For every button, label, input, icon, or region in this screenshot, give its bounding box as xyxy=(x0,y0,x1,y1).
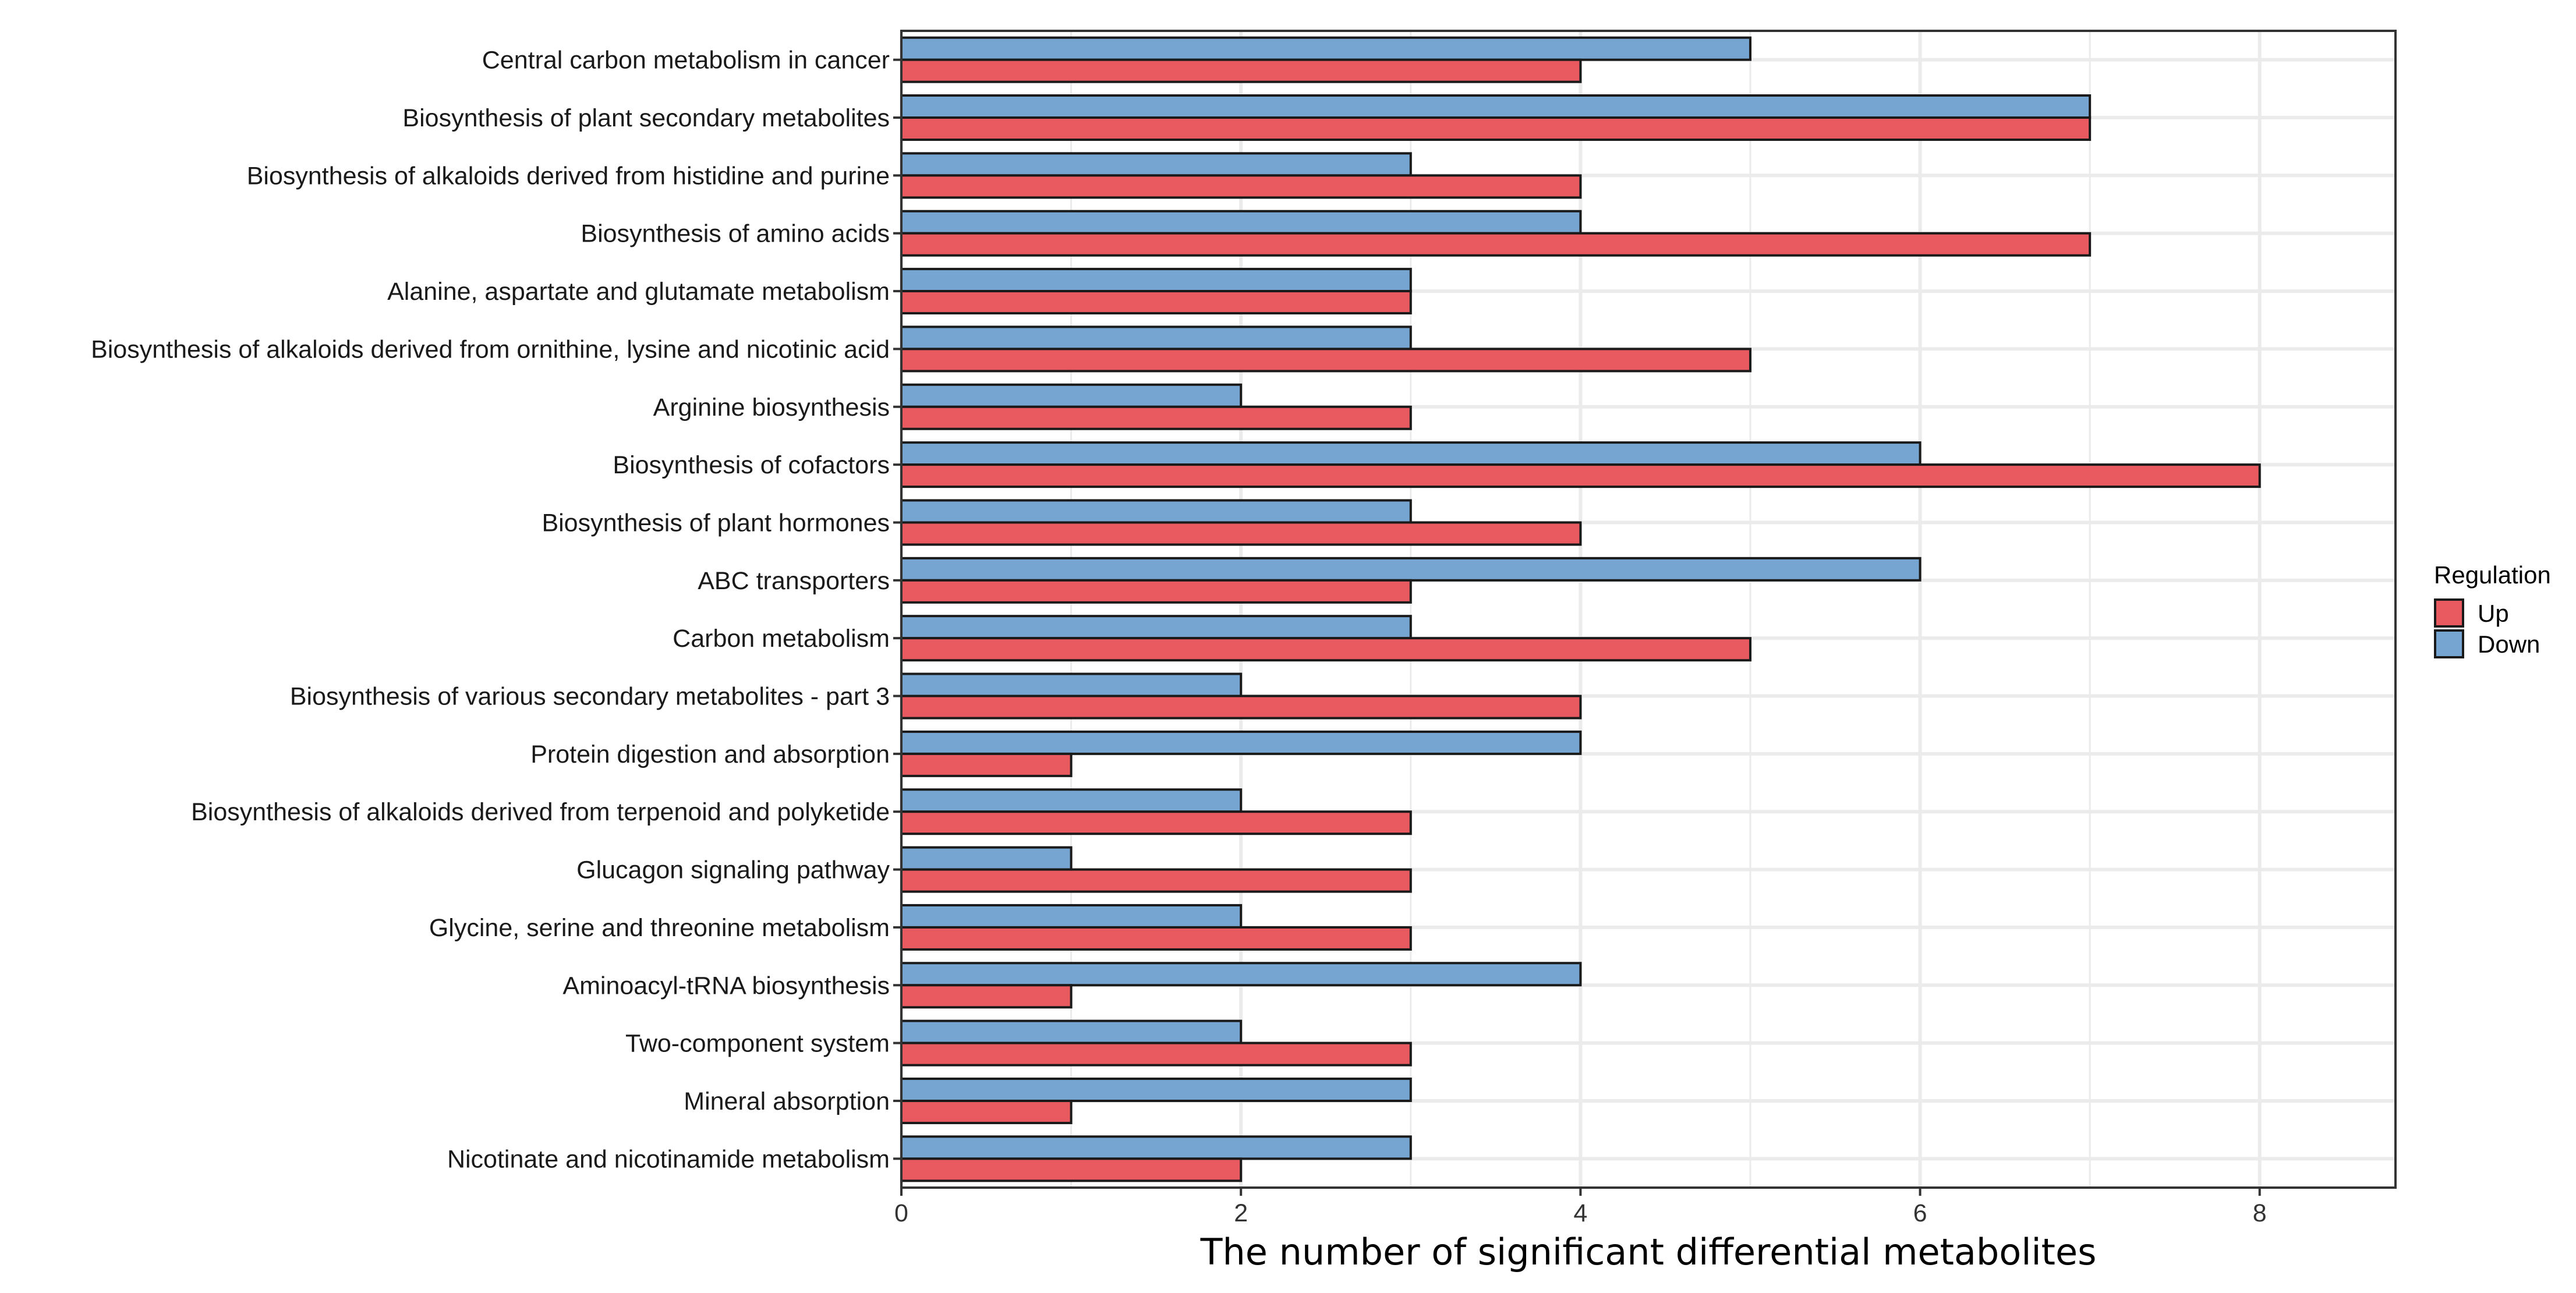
bar-down xyxy=(900,962,1582,987)
bar-up xyxy=(900,521,1582,546)
x-tick-label: 2 xyxy=(1234,1199,1248,1227)
bar-up xyxy=(900,984,1073,1009)
category-label: Biosynthesis of cofactors xyxy=(613,451,890,479)
bar-down xyxy=(900,325,1412,350)
legend-label-up: Up xyxy=(2478,600,2509,627)
bar-down xyxy=(900,557,1922,582)
bar-down xyxy=(900,1077,1412,1102)
bar-down xyxy=(900,730,1582,755)
x-tick-label: 6 xyxy=(1913,1199,1927,1227)
legend-key-up xyxy=(2434,598,2464,628)
bar-down xyxy=(900,1019,1243,1044)
grid xyxy=(900,31,2395,1188)
legend: Regulation Up Down xyxy=(2434,561,2551,658)
category-label: Biosynthesis of alkaloids derived from o… xyxy=(91,335,890,363)
category-label: Mineral absorption xyxy=(684,1087,890,1115)
category-label: Protein digestion and absorption xyxy=(530,741,890,768)
legend-key-down xyxy=(2434,629,2464,658)
bar-down xyxy=(900,210,1582,235)
y-axis: Central carbon metabolism in cancer Biosy… xyxy=(91,47,901,1173)
category-label: Glucagon signaling pathway xyxy=(576,856,890,884)
bar-down xyxy=(900,94,2092,119)
category-label: Alanine, aspartate and glutamate metabol… xyxy=(387,278,890,306)
category-label: Biosynthesis of alkaloids derived from h… xyxy=(247,162,890,190)
bar-up xyxy=(900,463,2261,488)
bar-down xyxy=(900,152,1412,177)
x-axis-title: The number of significant differential m… xyxy=(1200,1231,2097,1273)
bar-up xyxy=(900,58,1582,83)
bar-down xyxy=(900,383,1243,408)
category-label: Biosynthesis of amino acids xyxy=(581,220,890,248)
category-label: Biosynthesis of plant hormones xyxy=(542,509,890,537)
bar-up xyxy=(900,926,1412,951)
x-tick-label: 8 xyxy=(2253,1199,2267,1227)
bar-up xyxy=(900,405,1412,430)
bar-up xyxy=(900,1042,1412,1067)
bar-up xyxy=(900,1157,1243,1182)
bar-down xyxy=(900,672,1243,697)
category-label: Nicotinate and nicotinamide metabolism xyxy=(447,1145,890,1173)
category-label: Glycine, serine and threonine metabolism xyxy=(429,914,890,942)
category-label: Aminoacyl-tRNA biosynthesis xyxy=(562,972,890,1000)
bar-up xyxy=(900,579,1412,604)
category-label: Arginine biosynthesis xyxy=(653,394,890,421)
bar-up xyxy=(900,810,1412,835)
bar-down xyxy=(900,36,1751,61)
bar-up xyxy=(900,232,2092,257)
category-label: Biosynthesis of various secondary metabo… xyxy=(290,683,890,711)
bar-up xyxy=(900,1099,1073,1124)
bar-up xyxy=(900,695,1582,720)
plot-panel-border xyxy=(900,30,2397,1189)
category-label: ABC transporters xyxy=(698,567,890,595)
x-axis: 0 2 4 6 8 xyxy=(894,1188,2267,1227)
bar-down xyxy=(900,904,1243,929)
bar-up xyxy=(900,290,1412,315)
bar-down xyxy=(900,846,1073,871)
x-tick-label: 4 xyxy=(1573,1199,1587,1227)
bar-up xyxy=(900,174,1582,199)
bar-up xyxy=(900,348,1751,373)
bar-up xyxy=(900,752,1073,777)
bar-down xyxy=(900,1135,1412,1160)
legend-label-down: Down xyxy=(2478,630,2540,658)
bar-down xyxy=(900,441,1922,466)
bar-down xyxy=(900,788,1243,813)
category-label: Two-component system xyxy=(625,1030,890,1058)
bar-up xyxy=(900,116,2092,141)
legend-title: Regulation xyxy=(2434,561,2551,589)
bar-up xyxy=(900,868,1412,893)
bar-down xyxy=(900,268,1412,293)
bar-up xyxy=(900,637,1751,662)
bar-down xyxy=(900,499,1412,524)
legend-items: Up Down xyxy=(2434,598,2540,658)
category-label: Carbon metabolism xyxy=(673,625,890,653)
category-label: Biosynthesis of plant secondary metaboli… xyxy=(402,104,890,132)
bar-down xyxy=(900,615,1412,640)
category-label: Biosynthesis of alkaloids derived from t… xyxy=(191,798,890,826)
x-tick-label: 0 xyxy=(894,1199,908,1227)
category-label: Central carbon metabolism in cancer xyxy=(482,47,890,75)
